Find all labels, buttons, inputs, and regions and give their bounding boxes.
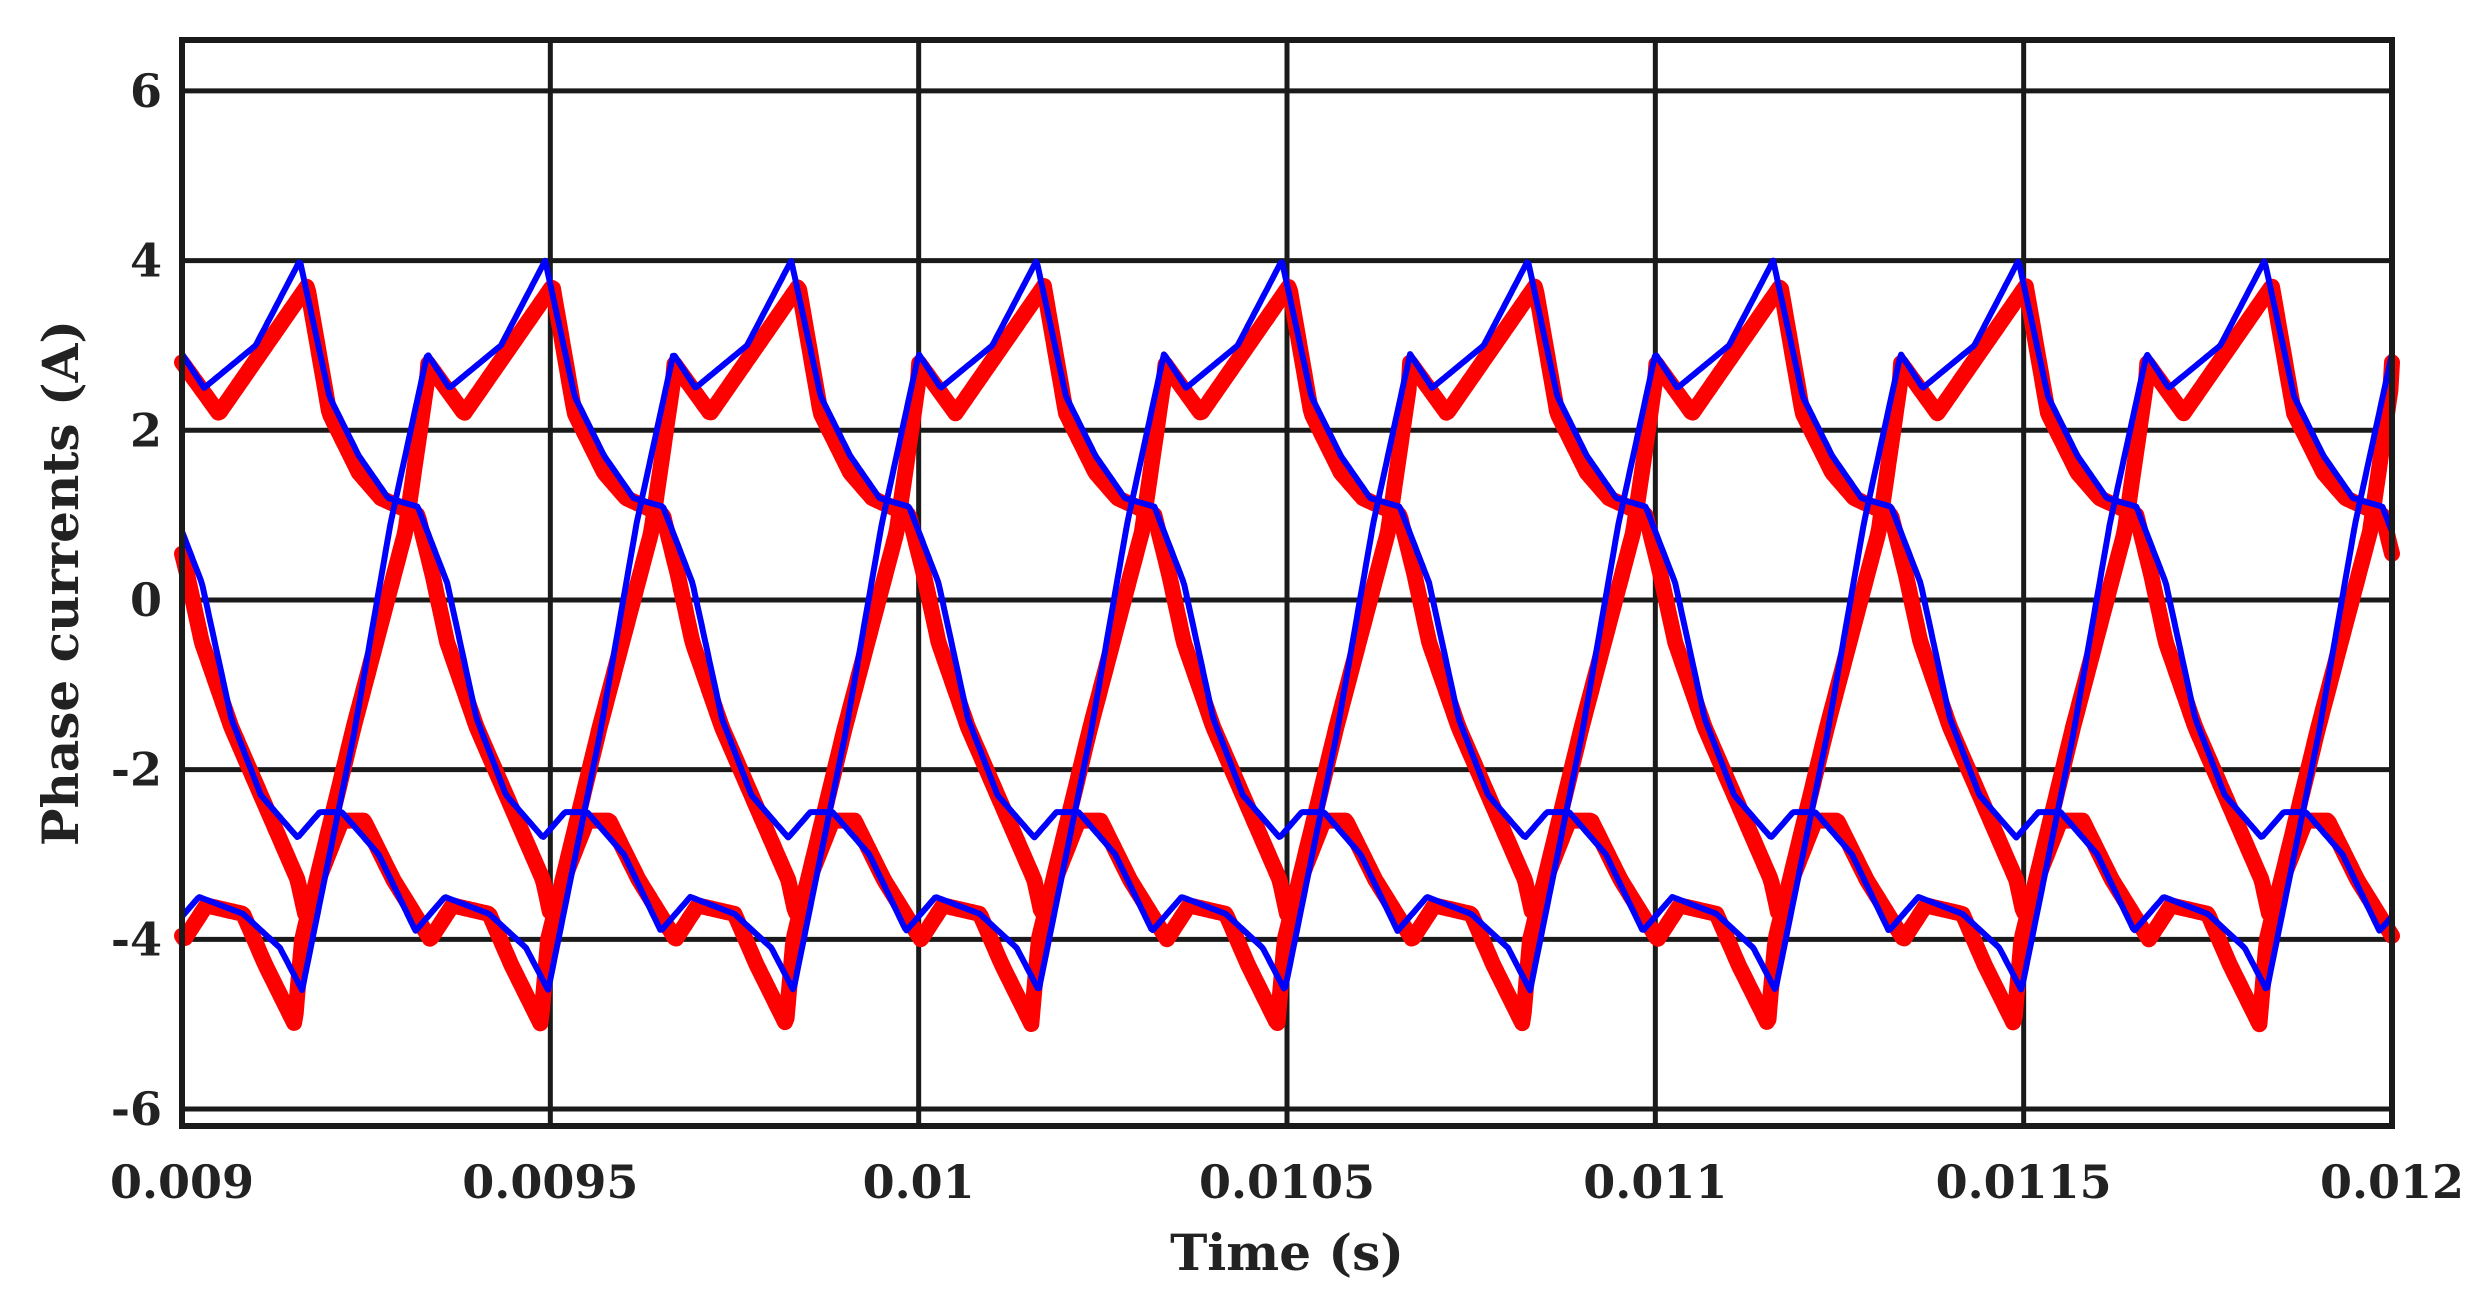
plot-frame — [179, 37, 2395, 1129]
x-tick-label: 0.009 — [110, 1155, 254, 1209]
y-tick-label: 4 — [130, 234, 162, 288]
x-tick-label: 0.01 — [863, 1155, 975, 1209]
grid — [179, 40, 2395, 1126]
y-axis-ticks: -6 -4 -2 0 2 4 6 — [111, 64, 162, 1136]
y-tick-label: 6 — [130, 64, 162, 118]
y-axis-label: Phase currents (A) — [31, 320, 90, 846]
x-axis-ticks: 0.009 0.0095 0.01 0.0105 0.011 0.0115 0.012 — [110, 1155, 2464, 1209]
blue-phase-current-line-3 — [179, 258, 2395, 993]
x-tick-label: 0.0105 — [1199, 1155, 1375, 1209]
x-axis-label: Time (s) — [1170, 1223, 1404, 1282]
y-tick-label: 0 — [130, 573, 162, 627]
y-tick-label: -2 — [111, 743, 162, 797]
series-layer — [174, 257, 2400, 1033]
y-tick-label: -4 — [111, 912, 162, 966]
blue-phase-current-line-1 — [179, 257, 2395, 994]
y-tick-label: 2 — [130, 403, 162, 457]
x-tick-label: 0.012 — [2320, 1155, 2464, 1209]
x-tick-label: 0.0095 — [462, 1155, 638, 1209]
x-tick-label: 0.0115 — [1936, 1155, 2112, 1209]
x-tick-label: 0.011 — [1583, 1155, 1727, 1209]
y-tick-label: -6 — [111, 1082, 162, 1136]
red-phase-current-line-3 — [174, 278, 2400, 1032]
blue-phase-current-line-2 — [179, 257, 2395, 993]
